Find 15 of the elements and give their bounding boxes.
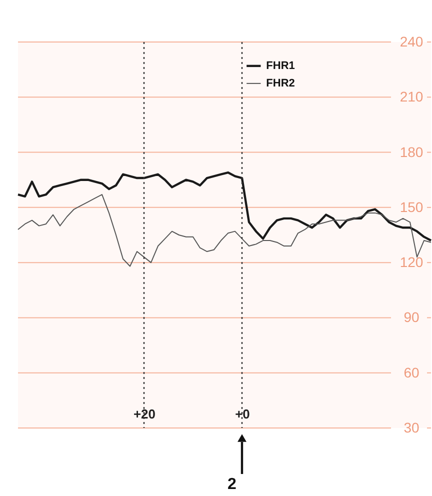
y-tick-label: 60 <box>404 364 420 380</box>
y-tick-label: 210 <box>400 88 424 105</box>
y-tick-label: 180 <box>400 144 424 160</box>
legend-label: FHR1 <box>266 60 295 72</box>
y-tick-label: 240 <box>400 34 424 50</box>
line-series <box>18 194 432 267</box>
legend-label: FHR2 <box>266 77 295 90</box>
line-series <box>16 171 432 242</box>
x-tick-label: +0 <box>235 406 250 422</box>
y-tick-label: 150 <box>400 198 424 215</box>
y-tick-label: 90 <box>404 309 420 326</box>
x-tick-label: +20 <box>133 406 156 422</box>
y-tick-label: 30 <box>404 420 420 436</box>
y-tick-label: 120 <box>400 254 424 270</box>
text: 2 <box>228 476 237 493</box>
